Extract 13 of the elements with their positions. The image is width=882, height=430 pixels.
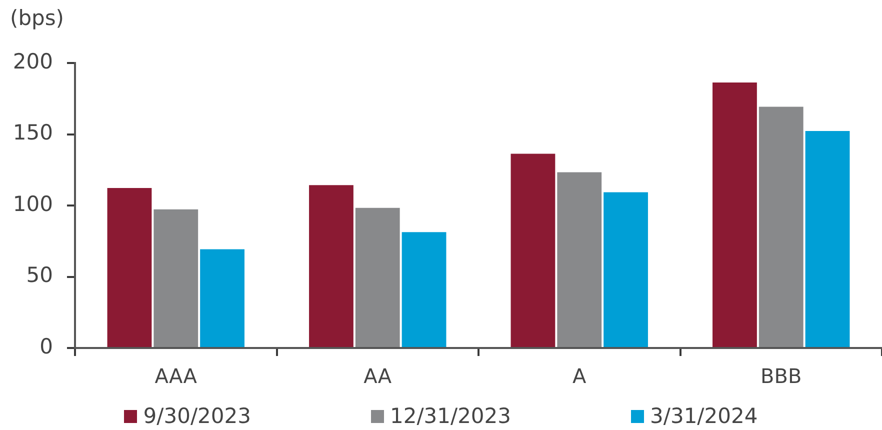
y-tick-label: 0 [40, 334, 53, 358]
y-axis-title: (bps) [10, 5, 64, 31]
y-tick-label: 50 [26, 263, 53, 288]
y-tick-label: 100 [12, 192, 53, 216]
x-tick-label: BBB [760, 364, 802, 388]
x-tick-label: A [572, 364, 587, 388]
x-tick-label: AAA [154, 364, 198, 388]
legend-label: 12/31/2023 [390, 403, 512, 429]
legend-label: 9/30/2023 [143, 403, 251, 429]
legend-label: 3/31/2024 [650, 403, 758, 429]
y-tick-label: 200 [12, 49, 53, 74]
y-tick-label: 150 [12, 120, 53, 145]
x-tick-label: AA [364, 364, 392, 388]
